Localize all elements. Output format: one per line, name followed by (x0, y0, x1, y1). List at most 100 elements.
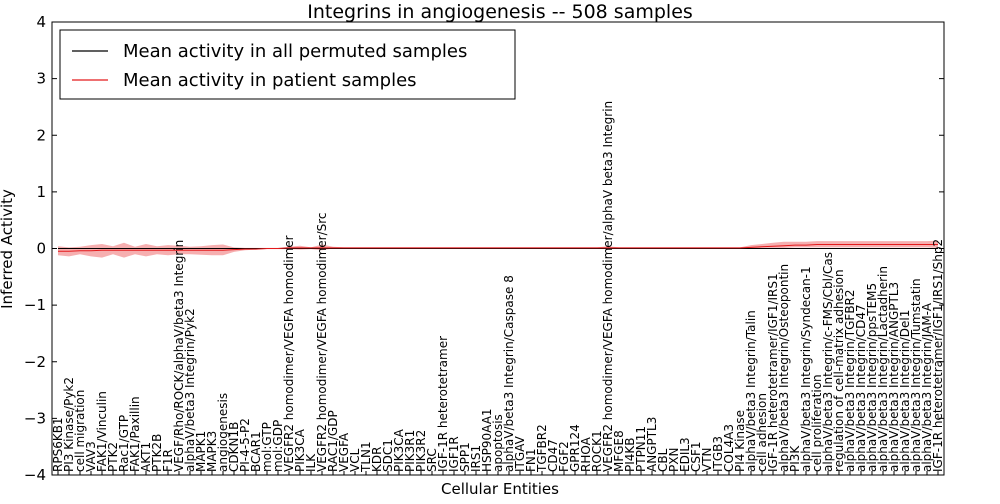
x-tick-label: PI4KB (623, 437, 637, 472)
x-tick-label: AKT1 (139, 442, 153, 472)
x-tick-label: IGF1R (447, 436, 461, 472)
x-tick-label: PTK2 (106, 442, 120, 472)
x-tick-label: SRC (425, 448, 439, 472)
x-tick-label: MAPK3 (205, 431, 219, 472)
x-tick-label: regulation of cell-matrix adhesion (832, 269, 846, 472)
x-tick-label: ROCK1 (590, 430, 604, 472)
legend-box (59, 29, 516, 100)
x-tick-label: IGF-1R heterotetramer (436, 336, 450, 472)
x-tick-label: angiogenesis (216, 393, 230, 472)
x-tick-label: KDR (370, 447, 384, 472)
x-tick-label: PTPN11 (634, 426, 648, 472)
y-axis-label: Inferred Activity (0, 189, 16, 309)
x-tick-label: IGF-1R heterotetramer/IGF1/IRS1/Shp2 (931, 239, 945, 472)
legend: Mean activity in all permuted samples Mea… (59, 29, 516, 100)
x-tick-label: VEGF/Rho/ROCK/alphaV/beta3 Integrin (172, 240, 186, 472)
x-tick-label: cell adhesion (755, 393, 769, 472)
x-tick-label: mol:GDP (271, 420, 285, 472)
x-tick-label: alphaV/beta3 Integrin/TGFBR2 (843, 289, 857, 472)
x-tick-label: IGF-1R heterotetramer/IGF1/IRS1 (766, 273, 780, 472)
x-tick-label: MFGE8 (612, 430, 626, 472)
x-tick-label: alphaV/beta3 Integrin/c-FMS/Cbl/Cas (821, 252, 835, 472)
x-tick-label: SPP1 (458, 442, 472, 472)
y-tick-label: 0 (36, 240, 46, 258)
x-tick-label: FAK1/Vinculin (95, 391, 109, 472)
x-tick-label: cell proliferation (810, 374, 824, 472)
y-tick-label: −2 (24, 353, 46, 371)
x-tick-label: CDKN1B (227, 422, 241, 472)
x-tick-label: PIK3CA (392, 428, 406, 472)
x-tick-label: alphaV/beta3 Integrin/Caspase 8 (502, 275, 516, 472)
x-tick-label: alphaV/beta3 Integrin/JAM-A (920, 302, 934, 472)
chart-title: Integrins in angiogenesis -- 508 samples (307, 1, 693, 23)
x-tick-label: TLN1 (359, 441, 373, 473)
x-tick-label: PI3 Kinase/Pyk2 (62, 377, 76, 472)
x-tick-label: ILK (304, 453, 318, 472)
x-tick-label: PIK3CA (293, 428, 307, 472)
x-tick-label: RHOA (579, 436, 593, 472)
patient-mean-line (58, 244, 938, 252)
x-tick-label: RPS6KB1 (51, 417, 65, 472)
x-tick-label: PIK3R1 (403, 430, 417, 472)
y-tick-label: 3 (36, 70, 46, 88)
x-tick-label: EDIL3 (678, 437, 692, 472)
x-tick-label: VEGFA (337, 432, 351, 472)
x-tick-label: alphaV/beta3 Integrin/Del1 (898, 310, 912, 472)
x-tick-label: RAC1/GDP (326, 410, 340, 472)
x-tick-label: PI3K (788, 445, 802, 472)
y-tick-label: 2 (36, 126, 46, 144)
x-tick-label: CSF1 (689, 441, 703, 472)
x-tick-label: alphaV/beta3 Integrin/ppsTEM5 (865, 283, 879, 472)
x-tick-label: PTK2B (150, 434, 164, 472)
x-tick-label: Rac1/GTP (117, 415, 131, 472)
y-tick-label: −3 (24, 409, 46, 427)
x-tick-label: SDC1 (381, 439, 395, 472)
x-tick-label: FGF2 (557, 441, 571, 472)
x-tick-label: TGFBR2 (535, 424, 549, 473)
x-tick-label: alphaV/beta3 Integrin/Syndecan-1 (799, 266, 813, 472)
x-tick-label: PIK3R2 (414, 430, 428, 472)
x-tick-label: MAPK1 (194, 431, 208, 472)
legend-label: Mean activity in patient samples (123, 70, 417, 91)
x-tick-label: VEGFR2 homodimer/VEGFA homodimer/alphaV … (601, 101, 615, 472)
x-tick-label: alphaV/beta3 Integrin/Osteopontin (777, 264, 791, 472)
x-tick-label: FAK1/Paxillin (128, 396, 142, 472)
legend-label: Mean activity in all permuted samples (123, 41, 467, 62)
x-tick-label: alphaV/beta3 Integrin/Lactadherin (876, 266, 890, 472)
x-tick-label: PI4 Kinase (733, 410, 747, 472)
x-tick-label: CD47 (546, 439, 560, 472)
x-tick-label: COL4A3 (722, 424, 736, 472)
y-tick-label: −1 (24, 296, 46, 314)
x-tick-label: HSP90AA1 (480, 408, 494, 472)
series-lines (52, 244, 944, 252)
y-tick-label: −4 (24, 466, 46, 484)
x-tick-label: VEGFR2 homodimer/VEGFA homodimer (282, 235, 296, 472)
x-axis-label: Cellular Entities (441, 480, 559, 498)
y-tick-label: 1 (36, 183, 46, 201)
x-tick-label: cell migration (73, 390, 87, 472)
x-tick-label: F1R (161, 449, 175, 472)
x-tick-label: GPR124 (568, 424, 582, 472)
x-tick-label: mol:GTP (260, 422, 274, 472)
y-axis: −4 −3 −2 −1 0 1 2 3 4 (24, 13, 944, 484)
x-tick-label: ANGPTL3 (645, 417, 659, 472)
x-tick-label: PXN (667, 448, 681, 472)
x-tick-label: alphaV/beta3 Integrin/ANGPTL3 (887, 282, 901, 472)
x-tick-label: alphaV/beta3 Integrin/CD47 (854, 304, 868, 472)
x-tick-label: ITGB3 (711, 436, 725, 472)
x-tick-label: alphaV/beta3 Integrin/Pyk2 (183, 308, 197, 472)
x-tick-label: VCL (348, 448, 362, 472)
x-tick-label: FN1 (524, 448, 538, 472)
x-tick-label: ITGAV (513, 435, 527, 472)
x-tick-label: VEGFR2 homodimer/VEGFA homodimer/Src (315, 212, 329, 472)
x-tick-label: CBL (656, 448, 670, 472)
y-tick-label: 4 (36, 13, 46, 31)
x-tick-label: alphaV/beta3 Integrin/Tumstatin (909, 278, 923, 472)
x-tick-label: VTN (700, 447, 714, 472)
x-tick-label: IRS1 (469, 445, 483, 472)
x-tick-label: PI-4-5-P2 (238, 418, 252, 472)
x-tick-label: alphaV/beta3 Integrin/Talin (744, 310, 758, 472)
